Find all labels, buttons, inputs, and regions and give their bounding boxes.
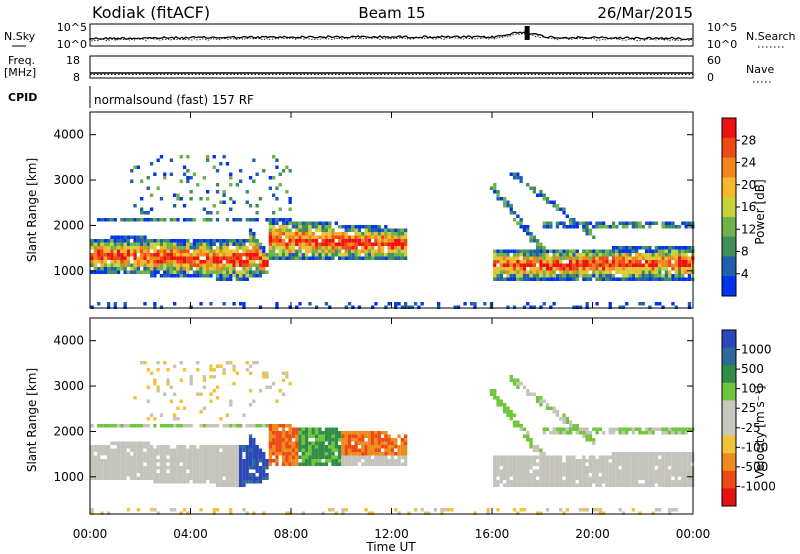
colorbar-segment — [722, 470, 736, 489]
y-tick-label: 4000 — [53, 334, 84, 348]
colorbar-segment — [722, 330, 736, 349]
colorbar-segment — [722, 157, 736, 178]
nsky-panel: N.Sky 10^5 10^0 10^5 10^0 N.Search — [4, 21, 796, 51]
x-tick-label: 00:00 — [676, 527, 711, 541]
colorbar-segment — [722, 256, 736, 277]
colorbar-segment — [722, 276, 736, 297]
colorbar-segment — [722, 197, 736, 218]
y-tick-label: 3000 — [53, 379, 84, 393]
freq-tick-top: 18 — [66, 54, 80, 67]
velocity-colorbar-label: Velocity [m s⁻¹] — [753, 385, 767, 478]
x-tick-label: 04:00 — [173, 527, 208, 541]
colorbar-tick-label: -1000 — [741, 479, 776, 493]
x-tick-label: 12:00 — [374, 527, 409, 541]
colorbar-segment — [722, 488, 736, 507]
colorbar-segment — [722, 400, 736, 419]
y-tick-label: 2000 — [53, 424, 84, 438]
colorbar-tick-label: 25 — [741, 401, 756, 415]
colorbar-segment — [722, 435, 736, 454]
freq-label: Freq. — [8, 54, 35, 67]
colorbar-segment — [722, 118, 736, 139]
cpid-text: normalsound (fast) 157 RF — [94, 93, 254, 107]
power-colorbar-label: Power [dB] — [753, 179, 767, 244]
beam-title: Beam 15 — [358, 4, 425, 22]
colorbar-tick-label: 500 — [741, 362, 764, 376]
colorbar-segment — [722, 137, 736, 159]
time-axis: 00:00 04:00 08:00 12:00 16:00 20:00 00:00 — [73, 112, 711, 541]
x-tick-label: 00:00 — [73, 527, 108, 541]
colorbar-tick-label: 4 — [741, 267, 749, 281]
colorbar-tick-label: 16 — [741, 200, 756, 214]
colorbar-tick-label: -500 — [741, 460, 768, 474]
x-axis-label: Time UT — [365, 540, 416, 554]
colorbar-segment — [722, 177, 736, 198]
colorbar-tick-label: 24 — [741, 156, 756, 170]
nsearch-tick-bottom: 10^0 — [707, 38, 737, 51]
colorbar-segment — [722, 216, 736, 238]
cpid-label: CPID — [8, 91, 37, 104]
nsky-label: N.Sky — [4, 30, 36, 43]
x-tick-label: 08:00 — [274, 527, 309, 541]
colorbar-tick-label: 100 — [741, 382, 764, 396]
colorbar-tick-label: 28 — [741, 133, 756, 147]
nave-tick-top: 60 — [707, 54, 721, 67]
y-tick-label: 2000 — [53, 218, 84, 232]
station-title: Kodiak (fitACF) — [92, 3, 210, 22]
freq-unit-label: [MHz] — [4, 66, 36, 79]
colorbar-tick-label: -25 — [741, 421, 761, 435]
nsearch-label: N.Search — [746, 30, 796, 43]
freq-panel: Freq. [MHz] 18 8 60 0 Nave — [4, 54, 774, 84]
colorbar-segment — [722, 365, 736, 384]
nave-tick-bottom: 0 — [707, 71, 714, 84]
nsky-tick-bottom: 10^0 — [57, 38, 87, 51]
colorbar-segment — [722, 236, 736, 257]
colorbar-segment — [722, 347, 736, 366]
colorbar-tick-label: 12 — [741, 222, 756, 236]
x-tick-label: 16:00 — [475, 527, 510, 541]
colorbar-tick-label: -100 — [741, 440, 768, 454]
y-tick-label: 1000 — [53, 470, 84, 484]
colorbar-tick-label: 20 — [741, 178, 756, 192]
colorbar-segment — [722, 418, 736, 437]
colorbar-tick-label: 8 — [741, 245, 749, 259]
colorbar-tick-label: 1000 — [741, 343, 772, 357]
velocity-panel: 1000 2000 3000 4000 Slant Range [km] 1000 50… — [25, 317, 776, 515]
y-tick-label: 4000 — [53, 128, 84, 142]
colorbar-segment — [722, 382, 736, 401]
x-tick-label: 20:00 — [575, 527, 610, 541]
power-panel: 1000 2000 3000 4000 Slant Range [km] 28 24 20… — [25, 111, 767, 309]
nsearch-tick-top: 10^5 — [707, 21, 737, 34]
colorbar-segment — [722, 453, 736, 472]
nave-label: Nave — [746, 63, 774, 76]
power-y-axis-label: Slant Range [km] — [25, 158, 39, 262]
date-title: 26/Mar/2015 — [597, 4, 693, 22]
nsky-tick-top: 10^5 — [57, 21, 87, 34]
velocity-y-axis-label: Slant Range [km] — [25, 368, 39, 472]
y-tick-label: 1000 — [53, 264, 84, 278]
freq-tick-bottom: 8 — [73, 71, 80, 84]
y-tick-label: 3000 — [53, 173, 84, 187]
